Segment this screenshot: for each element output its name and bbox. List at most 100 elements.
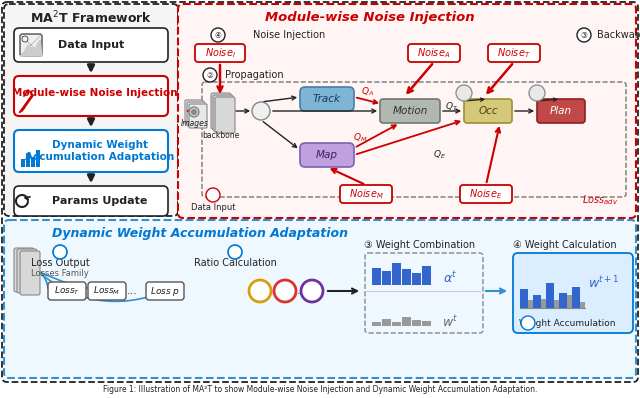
Bar — [26, 153, 30, 167]
Text: ②: ② — [207, 70, 213, 80]
FancyBboxPatch shape — [48, 282, 86, 300]
FancyBboxPatch shape — [4, 220, 636, 378]
Bar — [567, 295, 572, 308]
FancyBboxPatch shape — [537, 99, 585, 123]
Text: $R_n$: $R_n$ — [307, 285, 317, 297]
Text: ③: ③ — [580, 31, 588, 39]
Text: $\alpha^t$: $\alpha^t$ — [443, 270, 457, 286]
Text: Figure 1: Illustration of MA²T to show Module-wise Noise Injection and Dynamic W: Figure 1: Illustration of MA²T to show M… — [103, 386, 537, 394]
FancyBboxPatch shape — [300, 87, 354, 111]
Text: $Noise_E$: $Noise_E$ — [469, 187, 502, 201]
Text: $Noise_M$: $Noise_M$ — [349, 187, 383, 201]
Text: B: B — [461, 88, 467, 98]
FancyBboxPatch shape — [513, 253, 633, 333]
Circle shape — [203, 68, 217, 82]
FancyBboxPatch shape — [17, 249, 37, 293]
Text: B: B — [257, 106, 265, 116]
Text: $R_2$: $R_2$ — [280, 285, 291, 297]
Text: Backward: Backward — [597, 30, 640, 40]
Bar — [372, 267, 381, 285]
Circle shape — [301, 280, 323, 302]
Text: $Q_E$: $Q_E$ — [433, 149, 447, 161]
Bar — [554, 300, 559, 308]
Bar — [422, 266, 431, 285]
Text: Motion: Motion — [392, 106, 428, 116]
Circle shape — [521, 316, 535, 330]
Bar — [572, 287, 580, 308]
FancyBboxPatch shape — [185, 100, 203, 124]
Text: ④: ④ — [214, 31, 221, 39]
Text: ...: ... — [127, 286, 138, 296]
Text: ④ Weight Calculation: ④ Weight Calculation — [513, 240, 617, 250]
FancyBboxPatch shape — [187, 102, 205, 126]
Text: Weight Accumulation: Weight Accumulation — [519, 318, 615, 328]
Circle shape — [22, 36, 28, 42]
Text: Data Input: Data Input — [191, 203, 236, 211]
FancyBboxPatch shape — [300, 143, 354, 167]
Text: Accumulation Adaptation: Accumulation Adaptation — [26, 152, 175, 162]
Text: backbone: backbone — [202, 131, 239, 140]
Text: $Q_A$: $Q_A$ — [362, 86, 374, 98]
FancyBboxPatch shape — [211, 93, 231, 129]
Bar — [402, 269, 411, 285]
FancyBboxPatch shape — [14, 248, 34, 292]
Text: Ratio Calculation: Ratio Calculation — [193, 258, 276, 268]
Text: $Noise_T$: $Noise_T$ — [497, 46, 531, 60]
Text: ①: ① — [209, 191, 216, 199]
Circle shape — [189, 107, 199, 117]
Text: ...: ... — [296, 286, 307, 296]
Circle shape — [249, 280, 271, 302]
Circle shape — [274, 280, 296, 302]
Text: Module-wise Noise Injection: Module-wise Noise Injection — [265, 12, 475, 25]
Text: $w^{t+1}$: $w^{t+1}$ — [588, 275, 620, 291]
Text: Plan: Plan — [550, 106, 572, 116]
FancyBboxPatch shape — [488, 44, 540, 62]
Text: Propagation: Propagation — [225, 70, 284, 80]
Text: Map: Map — [316, 150, 338, 160]
FancyBboxPatch shape — [464, 99, 512, 123]
FancyBboxPatch shape — [14, 130, 168, 172]
Text: $Loss\ p$: $Loss\ p$ — [150, 285, 180, 297]
Bar — [520, 289, 528, 308]
Circle shape — [577, 28, 591, 42]
Text: Module-wise Noise Injection: Module-wise Noise Injection — [12, 88, 178, 98]
Text: $Q_M$: $Q_M$ — [353, 132, 367, 144]
FancyBboxPatch shape — [340, 185, 392, 203]
FancyBboxPatch shape — [14, 28, 168, 62]
Text: Data Input: Data Input — [58, 40, 124, 50]
FancyBboxPatch shape — [408, 44, 460, 62]
Text: ①: ① — [56, 248, 63, 256]
Bar — [559, 293, 567, 308]
Text: Track: Track — [313, 94, 341, 104]
Bar — [422, 321, 431, 326]
Circle shape — [529, 85, 545, 101]
Text: $Noise_A$: $Noise_A$ — [417, 46, 451, 60]
Text: $Loss_M$: $Loss_M$ — [93, 285, 120, 297]
Circle shape — [211, 28, 225, 42]
FancyBboxPatch shape — [146, 282, 184, 300]
Text: $Loss_T$: $Loss_T$ — [54, 285, 80, 297]
Bar — [31, 157, 35, 167]
Bar — [382, 271, 391, 285]
Text: $Loss_{adv}$: $Loss_{adv}$ — [582, 193, 618, 207]
FancyBboxPatch shape — [213, 95, 233, 131]
FancyBboxPatch shape — [14, 76, 168, 116]
Text: Params Update: Params Update — [52, 196, 148, 206]
Circle shape — [206, 188, 220, 202]
FancyBboxPatch shape — [178, 4, 636, 218]
Bar — [528, 300, 533, 308]
Text: MA$^2$T Framework: MA$^2$T Framework — [30, 10, 152, 26]
Circle shape — [191, 109, 197, 115]
FancyBboxPatch shape — [215, 97, 235, 133]
Text: Noise Injection: Noise Injection — [253, 30, 325, 40]
Text: $Q_T$: $Q_T$ — [445, 101, 459, 113]
Bar — [372, 322, 381, 326]
Text: Dynamic Weight: Dynamic Weight — [52, 140, 148, 150]
Text: $R_1$: $R_1$ — [255, 285, 266, 297]
Polygon shape — [20, 40, 42, 56]
FancyBboxPatch shape — [20, 251, 40, 295]
Bar — [392, 322, 401, 326]
Bar — [541, 298, 546, 308]
Text: Losses Family: Losses Family — [31, 269, 89, 277]
FancyBboxPatch shape — [460, 185, 512, 203]
